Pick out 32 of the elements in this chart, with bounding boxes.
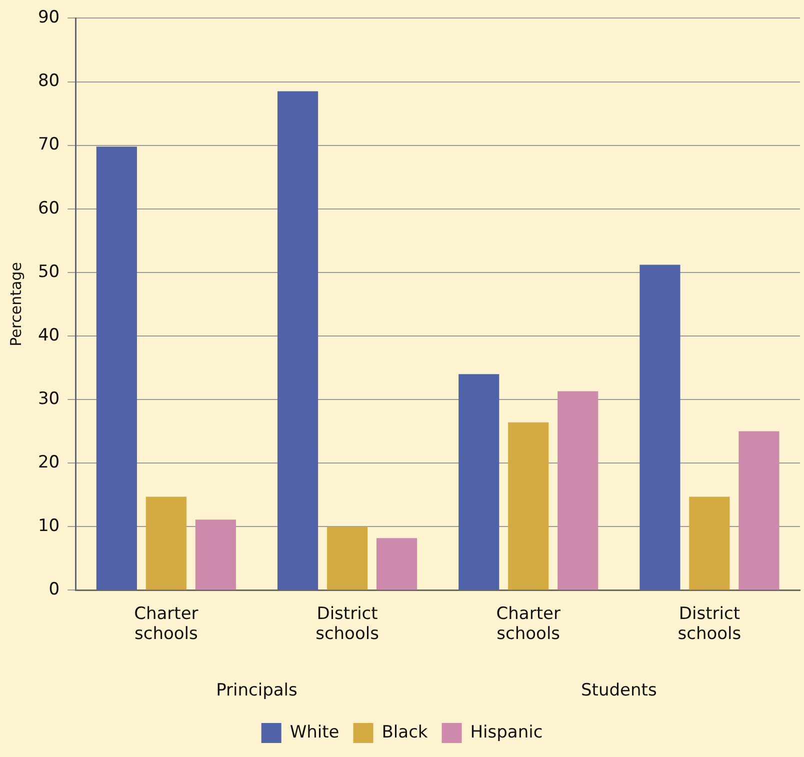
y-tick-label: 20 (38, 452, 60, 473)
bar (458, 374, 500, 590)
y-tick-label: 0 (48, 580, 60, 600)
bar (326, 526, 368, 590)
y-tick-label: 10 (38, 516, 60, 536)
y-axis-title: Percentage (6, 262, 25, 346)
y-tick-label: 80 (38, 71, 60, 92)
bar (146, 496, 186, 590)
bar (738, 431, 780, 590)
x-tick-label: District schools (678, 604, 742, 644)
legend-label: Black (382, 722, 428, 742)
x-tick-label: Charter schools (496, 604, 560, 644)
y-tick-label: 90 (38, 8, 60, 28)
y-tick-label: 70 (38, 134, 60, 155)
bar (195, 520, 236, 590)
legend-label: White (290, 722, 340, 742)
x-tick-label: Charter schools (134, 604, 198, 644)
y-tick-label: 40 (38, 325, 60, 346)
bar (558, 391, 598, 590)
text: Students (581, 680, 657, 700)
x-tick-label: District schools (316, 604, 380, 644)
bar (640, 264, 680, 590)
y-tick-label: 50 (38, 262, 60, 282)
text: Principals (216, 680, 298, 700)
bar (689, 496, 730, 590)
legend-label: Hispanic (470, 722, 543, 742)
bar (96, 146, 137, 590)
bar (277, 91, 318, 590)
bar (508, 422, 549, 590)
bar (376, 538, 418, 590)
y-tick-label: 30 (38, 388, 60, 409)
y-tick-label: 60 (38, 198, 60, 218)
